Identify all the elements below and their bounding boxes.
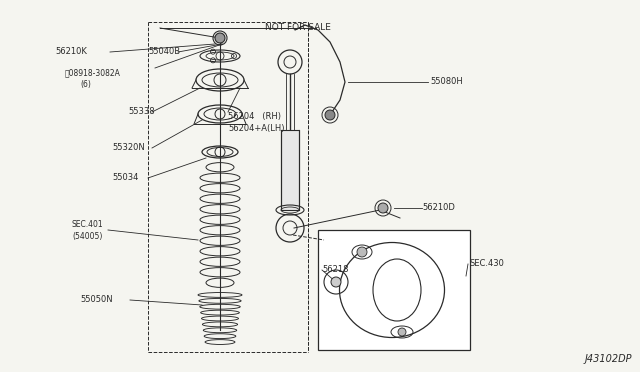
Circle shape [325, 110, 335, 120]
Circle shape [357, 247, 367, 257]
Text: 55080H: 55080H [430, 77, 463, 87]
Text: 56210D: 56210D [422, 203, 455, 212]
Circle shape [378, 203, 388, 213]
Text: (54005): (54005) [72, 232, 102, 241]
Text: 55320N: 55320N [112, 144, 145, 153]
Text: (6): (6) [80, 80, 91, 89]
Text: SEC.430: SEC.430 [470, 260, 505, 269]
Circle shape [398, 328, 406, 336]
Text: 56204+A(LH): 56204+A(LH) [228, 124, 285, 133]
Text: ⓝ08918-3082A: ⓝ08918-3082A [65, 68, 121, 77]
Text: 55040B: 55040B [148, 48, 180, 57]
Text: 55050N: 55050N [80, 295, 113, 305]
Circle shape [331, 277, 341, 287]
Text: 56218: 56218 [322, 266, 349, 275]
Text: 56210K: 56210K [55, 48, 87, 57]
Circle shape [215, 33, 225, 43]
Bar [281, 130, 299, 210]
Text: J43102DP: J43102DP [584, 354, 632, 364]
Text: SEC.401: SEC.401 [72, 220, 104, 229]
Text: 55034: 55034 [112, 173, 138, 183]
Text: 55338: 55338 [128, 108, 155, 116]
Text: 56204   (RH): 56204 (RH) [228, 112, 281, 121]
Bar [318, 230, 470, 350]
Text: NOT FOR SALE: NOT FOR SALE [265, 23, 331, 32]
